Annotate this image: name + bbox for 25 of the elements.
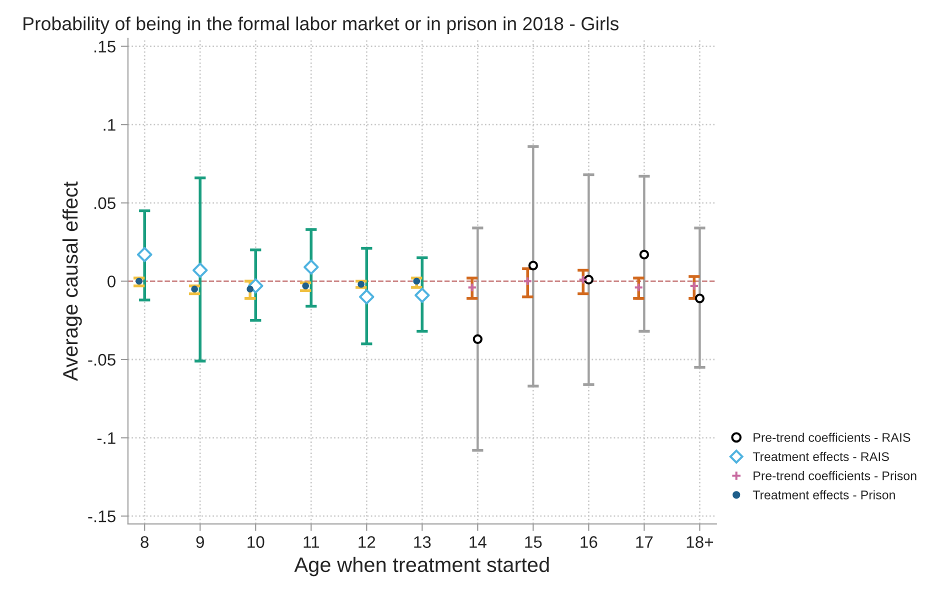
- y-axis-title: Average causal effect: [62, 182, 82, 381]
- x-tick-label: 8: [140, 536, 149, 548]
- x-tick-label: 18+: [686, 536, 714, 548]
- x-axis-title: Age when treatment started: [294, 556, 549, 576]
- y-tick-label: -.05: [88, 354, 116, 366]
- x-tick-label: 13: [414, 536, 431, 548]
- x-tick-label: 11: [304, 536, 319, 548]
- y-tick-label: .15: [94, 40, 116, 53]
- y-tick-label: .1: [104, 119, 116, 131]
- y-tick-label: -.1: [97, 432, 116, 444]
- y-tick-label: 0: [108, 276, 116, 288]
- y-tick-label: .05: [94, 197, 116, 210]
- legend-label: Treatment effects - Prison: [752, 490, 895, 500]
- x-tick-label: 9: [196, 536, 204, 548]
- x-tick-label: 10: [248, 536, 264, 548]
- legend-label: Pre-trend coefficients - Prison: [754, 471, 916, 480]
- x-tick-label: 17: [636, 536, 653, 548]
- chart-title: Probability of being in the formal labor market or in prison in 2018 - Girls: [24, 16, 619, 34]
- x-tick-label: 16: [580, 536, 598, 548]
- legend-label: Treatment effects - RAIS: [752, 452, 889, 462]
- y-tick-label: -.15: [88, 510, 116, 522]
- x-tick-label: 14: [470, 536, 486, 548]
- x-tick-label: 12: [358, 536, 376, 548]
- x-tick-label: 15: [525, 536, 542, 548]
- legend-label: Pre-trend coefficients - RAIS: [754, 432, 910, 442]
